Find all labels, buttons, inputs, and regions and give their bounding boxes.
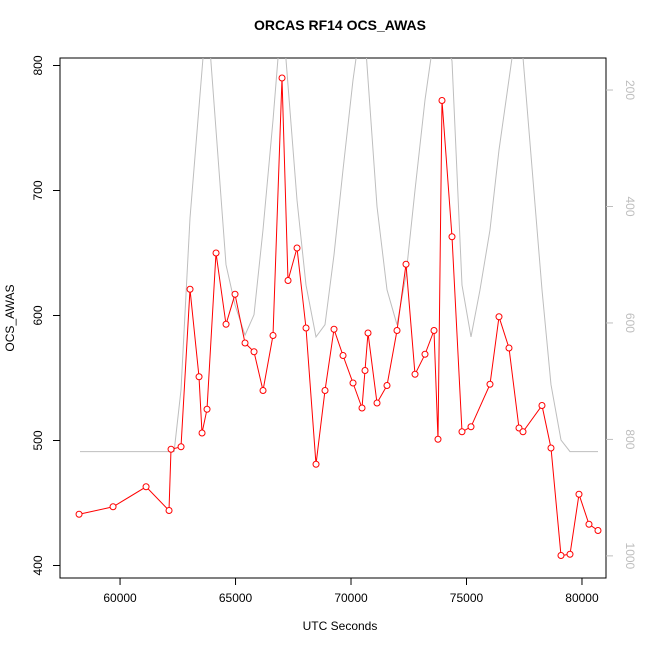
data-point [142, 483, 150, 491]
data-point [438, 97, 446, 104]
data-point [165, 507, 173, 514]
plot-area [75, 58, 602, 559]
data-point [339, 352, 347, 359]
data-point [231, 290, 239, 298]
data-point [495, 313, 503, 321]
chart-title: ORCAS RF14 OCS_AWAS [254, 17, 426, 33]
data-point [177, 443, 185, 451]
data-point [448, 233, 456, 241]
data-point [198, 429, 206, 437]
data-point [383, 382, 391, 389]
data-point [302, 324, 310, 332]
data-point [393, 327, 401, 334]
data-point [505, 344, 513, 352]
x-tick-label: 65000 [219, 591, 253, 605]
data-point [566, 550, 574, 558]
data-point [284, 277, 292, 284]
data-point [430, 327, 438, 334]
data-point [75, 510, 83, 518]
data-point [538, 402, 546, 409]
data-point [411, 370, 419, 378]
x-tick-label: 60000 [103, 591, 137, 605]
y-tick-label: 400 [31, 555, 45, 575]
x-axis-label: UTC Seconds [303, 619, 378, 633]
data-point [212, 249, 220, 257]
data-point [358, 404, 366, 412]
data-point [109, 503, 117, 511]
data-point [278, 74, 286, 82]
data-point [486, 380, 494, 388]
data-point [195, 373, 203, 381]
data-point [519, 428, 527, 436]
data-point [222, 320, 230, 328]
y-axis-label: OCS_AWAS [3, 284, 17, 351]
data-point [250, 348, 258, 356]
y2-tick-label: 200 [623, 80, 637, 100]
data-point [321, 387, 329, 394]
data-point [594, 527, 602, 534]
data-point [364, 329, 372, 337]
data-point [402, 260, 410, 268]
data-point [312, 460, 320, 468]
x-tick-label: 70000 [334, 591, 368, 605]
data-line [80, 58, 598, 453]
y-tick-label: 700 [31, 180, 45, 200]
y-tick-label: 500 [31, 430, 45, 450]
data-point [269, 332, 277, 339]
y-tick-label: 800 [31, 55, 45, 75]
data-point [585, 520, 593, 528]
data-point [167, 445, 175, 453]
y2-tick-label: 600 [623, 313, 637, 333]
y2-tick-label: 800 [623, 429, 637, 449]
data-point [575, 490, 583, 498]
data-point [467, 423, 475, 431]
data-point [361, 367, 369, 374]
data-point [373, 399, 381, 407]
data-point [330, 325, 338, 333]
data-point [421, 350, 429, 358]
data-point [458, 428, 466, 436]
y2-tick-label: 1000 [623, 543, 637, 570]
data-point [293, 244, 301, 252]
x-tick-label: 80000 [565, 591, 599, 605]
y2-tick-label: 400 [623, 196, 637, 216]
data-point [547, 444, 555, 452]
y-tick-label: 600 [31, 305, 45, 325]
data-point [259, 387, 267, 394]
x-tick-label: 75000 [450, 591, 484, 605]
data-point [349, 379, 357, 387]
data-point [434, 435, 442, 443]
data-point [186, 285, 194, 293]
data-point [241, 339, 249, 347]
data-point [203, 405, 211, 413]
data-line [78, 77, 599, 557]
plot-frame [59, 57, 607, 579]
data-point [557, 552, 565, 559]
